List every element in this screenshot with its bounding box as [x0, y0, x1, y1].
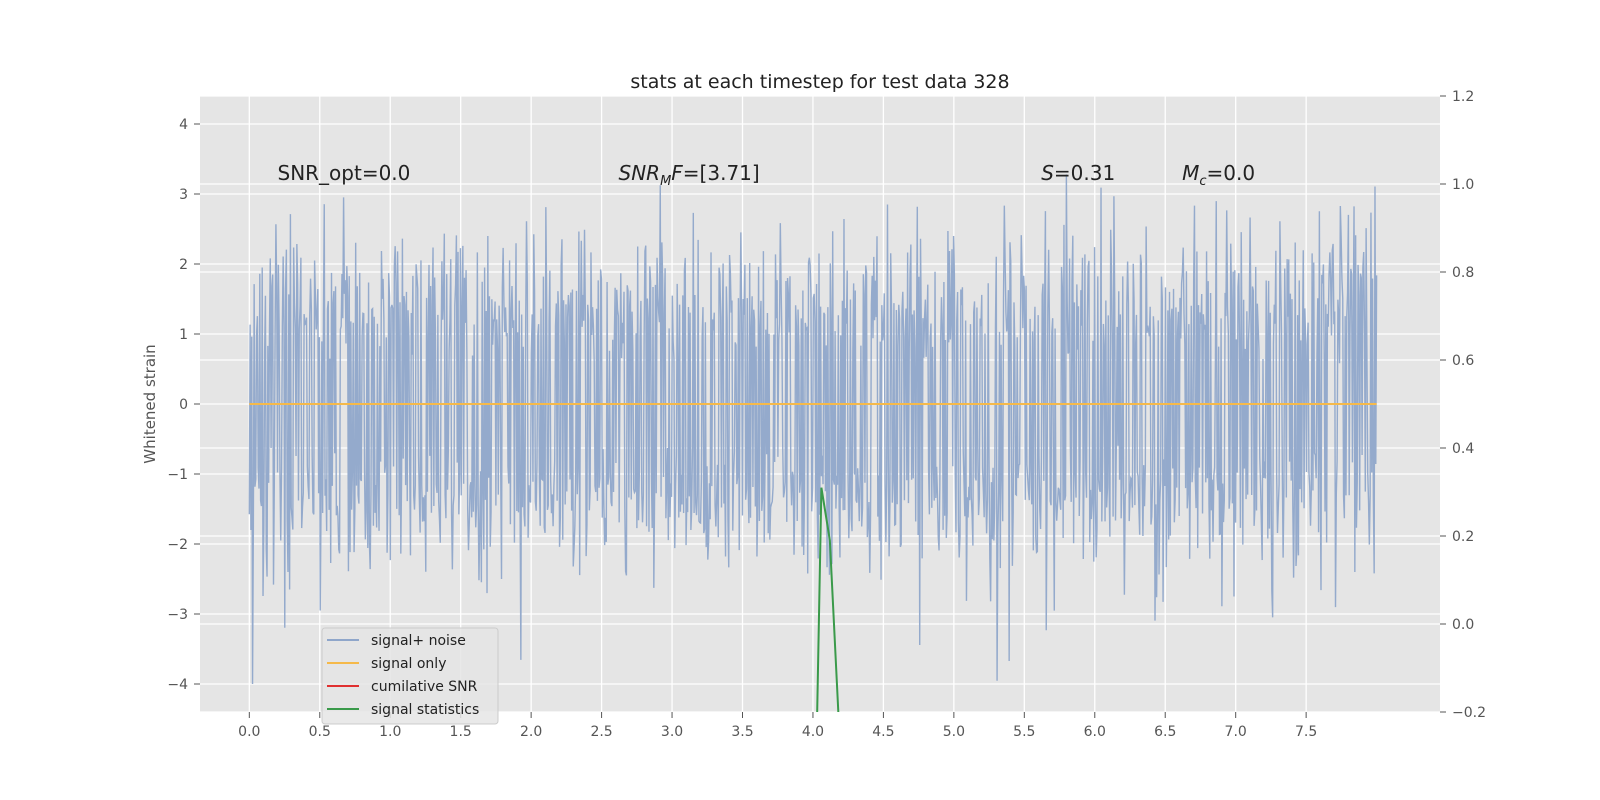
y-right-tick-label: 0.6	[1452, 353, 1474, 369]
y-right-tick-label: 0.8	[1452, 265, 1474, 281]
y-tick-label: 2	[179, 257, 188, 273]
x-tick-label: 1.0	[379, 724, 401, 740]
x-tick-label: 4.0	[802, 724, 824, 740]
annotation: SNR_opt=0.0	[278, 161, 411, 185]
y-tick-label: −2	[167, 537, 188, 553]
legend-label: cumilative SNR	[371, 679, 478, 695]
x-tick-label: 3.0	[661, 724, 683, 740]
y-tick-label: 4	[179, 117, 188, 133]
legend: signal+ noise signal only cumilative SNR si…	[321, 627, 499, 725]
x-tick-label: 6.5	[1154, 724, 1176, 740]
y-axis-label: Whitened strain	[141, 344, 159, 463]
y-axis-right: −0.2 0.0 0.2 0.4 0.6 0.8 1.0 1.2	[1440, 89, 1486, 721]
annotation: Mc=0.0	[1182, 161, 1255, 189]
y-tick-label: −3	[167, 607, 188, 623]
x-tick-label: 2.0	[520, 724, 542, 740]
x-tick-label: 5.5	[1013, 724, 1035, 740]
x-tick-label: 2.5	[590, 724, 612, 740]
annotation: S=0.31	[1041, 161, 1115, 185]
y-right-tick-label: 0.4	[1452, 441, 1474, 457]
legend-label: signal only	[371, 656, 446, 672]
x-tick-label: 1.5	[450, 724, 472, 740]
y-tick-label: 3	[179, 187, 188, 203]
y-right-tick-label: 1.2	[1452, 89, 1474, 105]
y-axis-left: −4 −3 −2 −1 0 1 2 3 4	[167, 117, 200, 693]
x-tick-label: 7.5	[1295, 724, 1317, 740]
series-line	[816, 487, 840, 713]
x-tick-label: 4.5	[872, 724, 894, 740]
x-axis: 0.0 0.5 1.0 1.5 2.0 2.5 3.0 3.5 4.0 4.5 5.0 5.5 6.0 6…	[238, 712, 1317, 740]
series-lines	[249, 403, 1377, 713]
y-right-tick-label: 0.0	[1452, 617, 1474, 633]
y-right-tick-label: −0.2	[1452, 705, 1486, 721]
legend-box	[321, 627, 499, 725]
y-tick-label: 0	[179, 397, 188, 413]
x-tick-label: 0.5	[309, 724, 331, 740]
legend-label: signal+ noise	[371, 633, 466, 649]
y-tick-label: 1	[179, 327, 188, 343]
signal-noise-series	[248, 174, 1378, 685]
x-tick-label: 5.0	[943, 724, 965, 740]
legend-label: signal statistics	[371, 702, 479, 718]
annotations: SNR_opt=0.0 SNRMF=[3.71] S=0.31 Mc=0.0	[278, 161, 1256, 189]
x-tick-label: 6.0	[1084, 724, 1106, 740]
x-tick-label: 7.0	[1225, 724, 1247, 740]
annotation: SNRMF=[3.71]	[619, 161, 760, 189]
chart-title: stats at each timestep for test data 328	[630, 71, 1009, 93]
y-tick-label: −4	[167, 677, 188, 693]
y-tick-label: −1	[167, 467, 188, 483]
signal-noise-line	[248, 174, 1378, 685]
y-right-tick-label: 1.0	[1452, 177, 1474, 193]
x-tick-label: 3.5	[731, 724, 753, 740]
x-tick-label: 0.0	[238, 724, 260, 740]
y-right-tick-label: 0.2	[1452, 529, 1474, 545]
